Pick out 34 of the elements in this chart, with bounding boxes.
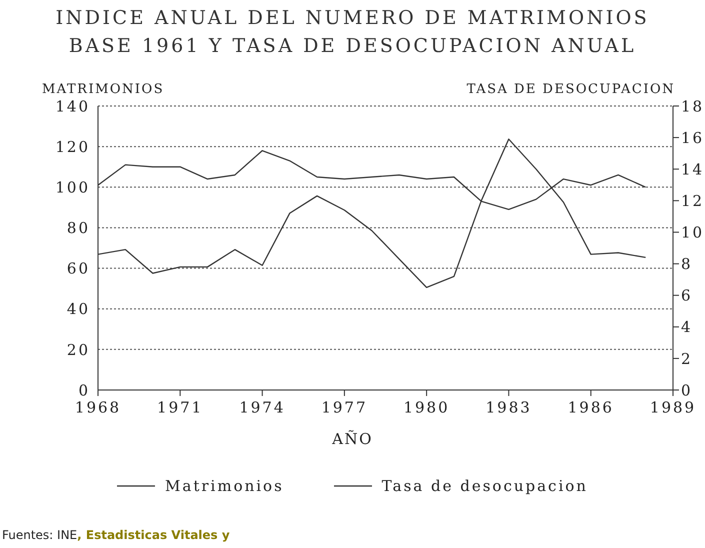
- x-tick-label: 1974: [239, 398, 286, 417]
- source-note: Fuentes: INE: [2, 528, 78, 542]
- x-tick-label: 1980: [403, 398, 450, 417]
- x-tick-label: 1986: [568, 398, 614, 417]
- y2-axis-title: TASA DE DESOCUPACION: [466, 82, 675, 97]
- y2-tick-label: 8: [681, 255, 693, 274]
- y-tick-label: 80: [66, 219, 90, 238]
- y-tick-label: 20: [66, 340, 90, 359]
- legend-label: Matrimonios: [164, 477, 284, 495]
- y-tick-label: 120: [55, 138, 90, 156]
- y2-tick-label: 2: [681, 350, 693, 368]
- y2-tick-label: 0: [681, 381, 693, 400]
- x-tick-label: 1977: [321, 398, 368, 417]
- y2-tick-label: 4: [681, 318, 693, 336]
- y-tick-label: 100: [55, 178, 90, 196]
- x-tick-label: 1971: [157, 398, 204, 417]
- text: , Estadisticas Vitales y: [77, 528, 230, 542]
- y2-tick-label: 6: [681, 286, 693, 305]
- y-tick-label: 60: [66, 260, 90, 278]
- y2-tick-label: 16: [681, 128, 704, 147]
- y-tick-label: 140: [55, 97, 90, 116]
- x-axis-title: AÑO: [331, 430, 374, 448]
- y-tick-label: 0: [78, 381, 90, 400]
- chart-title: INDICE ANUAL DEL NUMERO DE MATRIMONIOS BASE 1961 Y TASA DE DESOCUPACION ANUAL: [54, 6, 650, 59]
- y-tick-label: 40: [66, 300, 90, 318]
- x-tick-label: 1989: [650, 398, 696, 417]
- x-tick-label: 1968: [74, 398, 122, 417]
- legend-label: Tasa de desocupacion: [380, 477, 588, 495]
- y2-tick-label: 18: [681, 97, 704, 116]
- y2-tick-label: 10: [681, 224, 704, 242]
- x-tick-label: 1983: [486, 398, 532, 417]
- y2-tick-label: 12: [681, 192, 704, 210]
- y-axis-title: MATRIMONIOS: [42, 82, 164, 97]
- y2-tick-label: 14: [681, 160, 704, 178]
